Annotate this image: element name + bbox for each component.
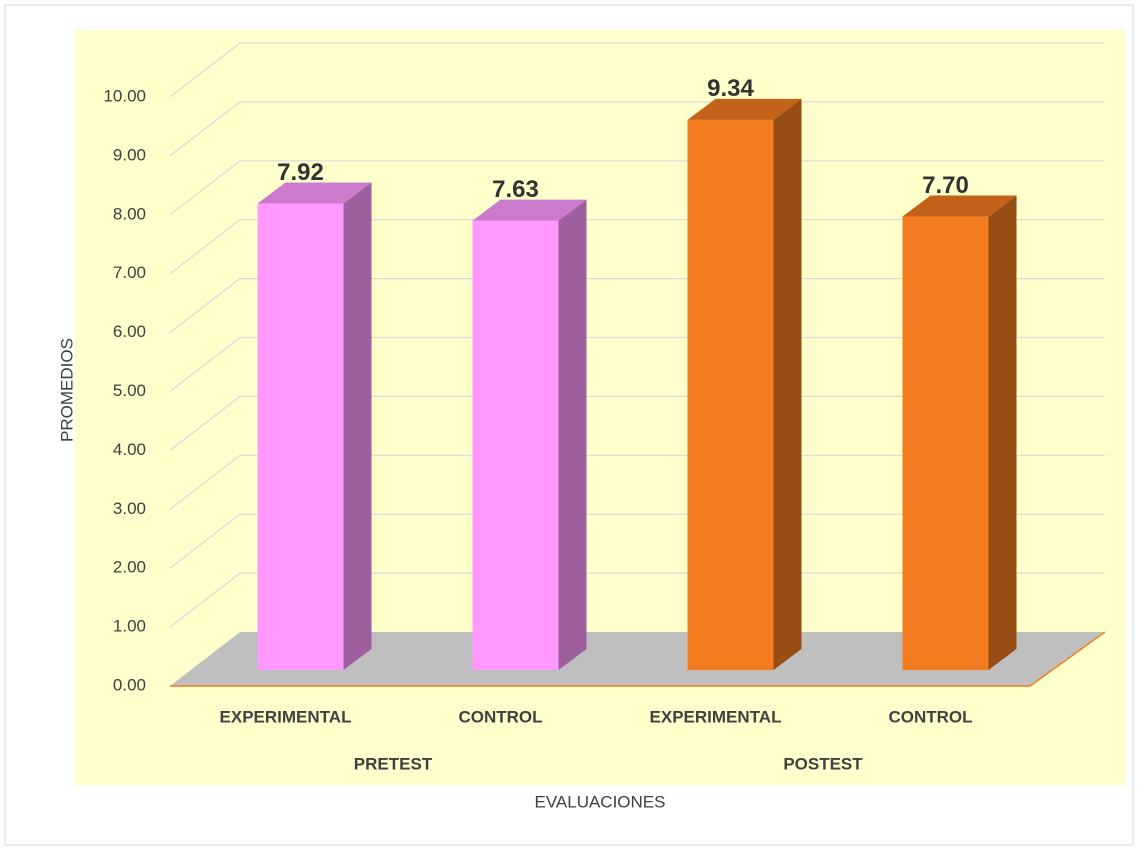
grid-line: [169, 513, 1105, 569]
bar: [902, 195, 1017, 670]
bar: [257, 182, 372, 670]
y-tick-label: 4.00: [113, 440, 146, 459]
bar-top: [902, 195, 1017, 217]
grid-line: [169, 572, 1105, 628]
y-tick-label: 0.00: [113, 675, 146, 694]
bar-side: [558, 199, 587, 670]
x-tick-label: CONTROL: [458, 707, 542, 726]
bar-front: [472, 220, 559, 670]
grid-line: [169, 278, 1105, 334]
x-tick-label: EXPERIMENTAL: [650, 707, 782, 726]
y-tick-label: 10.00: [103, 86, 146, 105]
grid-line: [169, 160, 1105, 216]
grid-line: [169, 336, 1105, 392]
group-label: POSTEST: [783, 754, 863, 773]
y-tick-label: 3.00: [113, 499, 146, 518]
grid-line: [169, 42, 1105, 98]
grid-line: [169, 454, 1105, 510]
bar-front: [902, 216, 989, 670]
bar-front: [257, 203, 344, 670]
floor: [170, 632, 1105, 686]
data-label: 7.70: [922, 172, 969, 199]
bar: [687, 98, 802, 670]
floor-edge: [170, 631, 1106, 687]
grid-line: [169, 219, 1105, 275]
y-tick-label: 2.00: [113, 558, 146, 577]
grid-line: [169, 101, 1105, 157]
y-tick-label: 8.00: [113, 204, 146, 223]
data-label: 7.92: [277, 159, 324, 186]
y-tick-label: 1.00: [113, 617, 146, 636]
x-tick-label: EXPERIMENTAL: [220, 707, 352, 726]
y-tick-label: 9.00: [113, 145, 146, 164]
bar-side: [988, 195, 1017, 670]
x-tick-label: CONTROL: [888, 707, 972, 726]
bar-front: [687, 119, 774, 670]
bar-side: [343, 182, 372, 670]
y-axis-title: PROMEDIOS: [57, 338, 76, 442]
group-label: PRETEST: [354, 754, 433, 773]
x-axis-title: EVALUACIONES: [534, 792, 665, 811]
y-tick-label: 6.00: [113, 322, 146, 341]
bar-top: [257, 182, 372, 204]
data-label: 7.63: [492, 176, 539, 203]
bar-top: [687, 98, 802, 120]
y-tick-label: 5.00: [113, 381, 146, 400]
data-label: 9.34: [707, 75, 754, 102]
bar: [472, 199, 587, 670]
grid-line: [169, 395, 1105, 451]
bar-top: [472, 199, 587, 221]
bar-side: [773, 98, 802, 670]
y-tick-label: 7.00: [113, 263, 146, 282]
